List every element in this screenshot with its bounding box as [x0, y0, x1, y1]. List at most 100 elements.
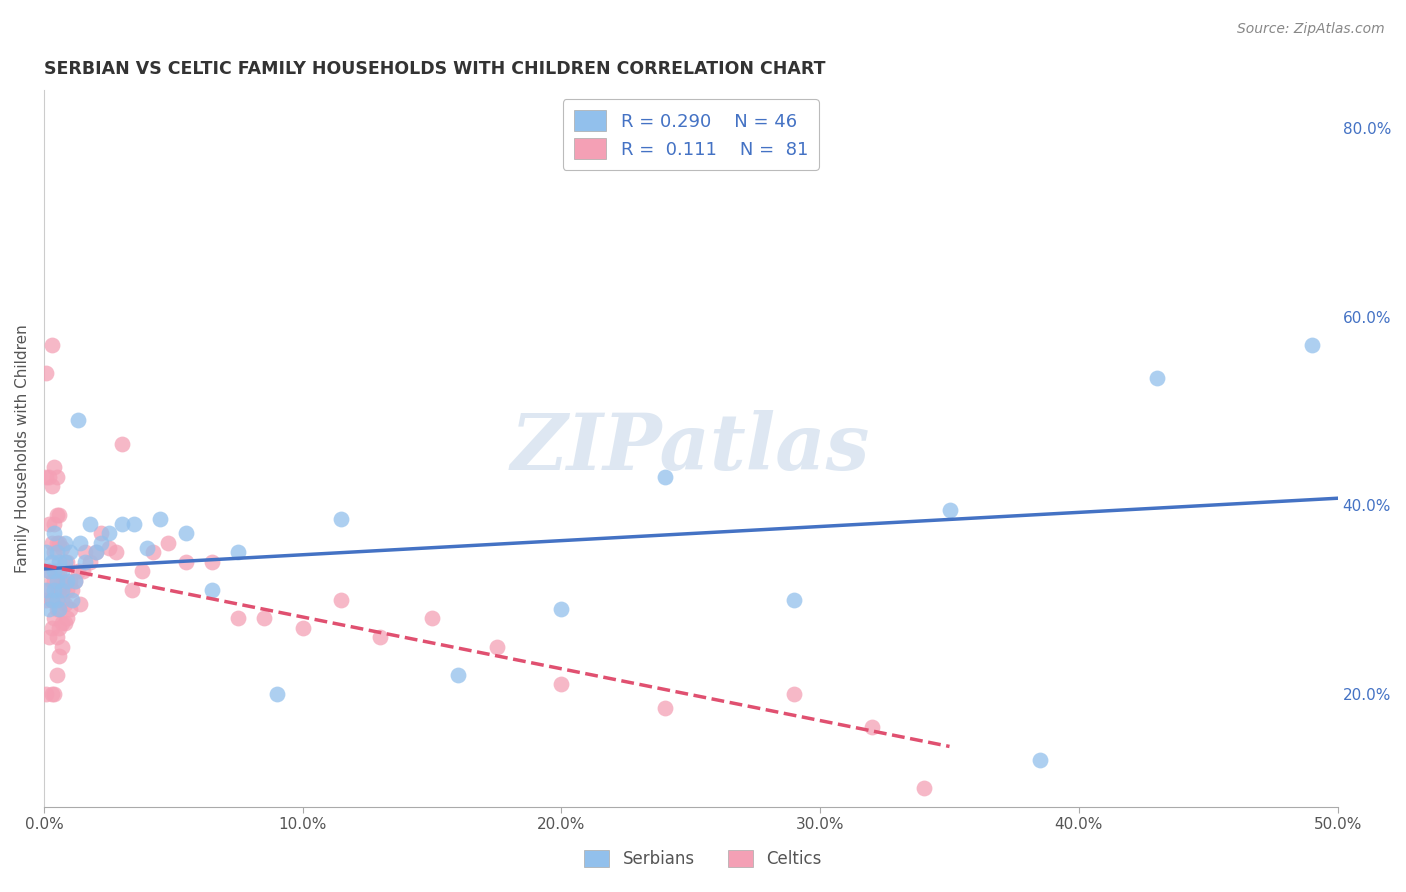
Point [291, 621, 314, 635]
Point [41, 592, 63, 607]
Point [149, 512, 172, 526]
Point [38, 583, 60, 598]
Point [38, 630, 60, 644]
Point [41, 536, 63, 550]
Point [38, 564, 60, 578]
Point [45, 536, 67, 550]
Point [97, 541, 120, 555]
Point [41, 687, 63, 701]
Point [860, 720, 883, 734]
Point [53, 578, 76, 592]
Point [84, 545, 107, 559]
Text: Source: ZipAtlas.com: Source: ZipAtlas.com [1237, 22, 1385, 37]
Point [48, 555, 70, 569]
Point [45, 602, 67, 616]
Point [41, 574, 63, 588]
Y-axis label: Family Households with Children: Family Households with Children [15, 325, 30, 573]
Point [51, 592, 73, 607]
Point [51, 640, 73, 654]
Legend: Serbians, Celtics: Serbians, Celtics [578, 843, 828, 875]
Point [48, 564, 70, 578]
Point [53, 555, 76, 569]
Point [44, 574, 66, 588]
Point [45, 545, 67, 559]
Point [59, 602, 82, 616]
Point [44, 564, 66, 578]
Point [53, 555, 76, 569]
Point [72, 564, 94, 578]
Point [53, 616, 76, 631]
Point [45, 508, 67, 522]
Point [253, 611, 276, 625]
Point [75, 545, 97, 559]
Point [48, 602, 70, 616]
Point [110, 437, 132, 451]
Point [201, 583, 224, 598]
Point [783, 687, 806, 701]
Point [1146, 371, 1168, 385]
Point [59, 545, 82, 559]
Point [79, 517, 101, 532]
Point [90, 536, 112, 550]
Point [226, 611, 249, 625]
Point [60, 583, 83, 598]
Point [912, 781, 935, 796]
Point [485, 640, 508, 654]
Point [84, 545, 107, 559]
Point [654, 701, 676, 715]
Point [35, 592, 58, 607]
Text: SERBIAN VS CELTIC FAMILY HOUSEHOLDS WITH CHILDREN CORRELATION CHART: SERBIAN VS CELTIC FAMILY HOUSEHOLDS WITH… [44, 60, 825, 78]
Point [69, 536, 91, 550]
Point [266, 687, 288, 701]
Point [51, 574, 73, 588]
Point [69, 597, 91, 611]
Point [45, 630, 67, 644]
Point [38, 564, 60, 578]
Point [45, 574, 67, 588]
Point [79, 555, 101, 569]
Point [41, 592, 63, 607]
Point [420, 611, 443, 625]
Point [226, 545, 249, 559]
Point [56, 611, 79, 625]
Point [75, 555, 97, 569]
Point [35, 470, 58, 484]
Point [63, 574, 86, 588]
Point [59, 574, 82, 588]
Point [330, 512, 353, 526]
Point [56, 574, 79, 588]
Point [41, 555, 63, 569]
Point [56, 583, 79, 598]
Point [44, 517, 66, 532]
Point [157, 536, 180, 550]
Point [51, 583, 73, 598]
Point [41, 338, 63, 352]
Point [48, 583, 70, 598]
Point [35, 583, 58, 598]
Point [550, 677, 572, 691]
Point [56, 555, 79, 569]
Point [124, 517, 146, 532]
Point [131, 564, 153, 578]
Point [66, 564, 89, 578]
Point [45, 564, 67, 578]
Point [35, 545, 58, 559]
Point [35, 366, 58, 380]
Point [45, 470, 67, 484]
Point [48, 536, 70, 550]
Point [51, 541, 73, 555]
Point [45, 583, 67, 598]
Point [48, 602, 70, 616]
Point [654, 470, 676, 484]
Point [1301, 338, 1323, 352]
Legend: R = 0.290    N = 46, R =  0.111    N =  81: R = 0.290 N = 46, R = 0.111 N = 81 [562, 99, 818, 169]
Point [44, 583, 66, 598]
Point [45, 592, 67, 607]
Point [41, 479, 63, 493]
Point [48, 621, 70, 635]
Point [105, 545, 128, 559]
Point [48, 508, 70, 522]
Point [938, 503, 960, 517]
Point [35, 687, 58, 701]
Point [53, 597, 76, 611]
